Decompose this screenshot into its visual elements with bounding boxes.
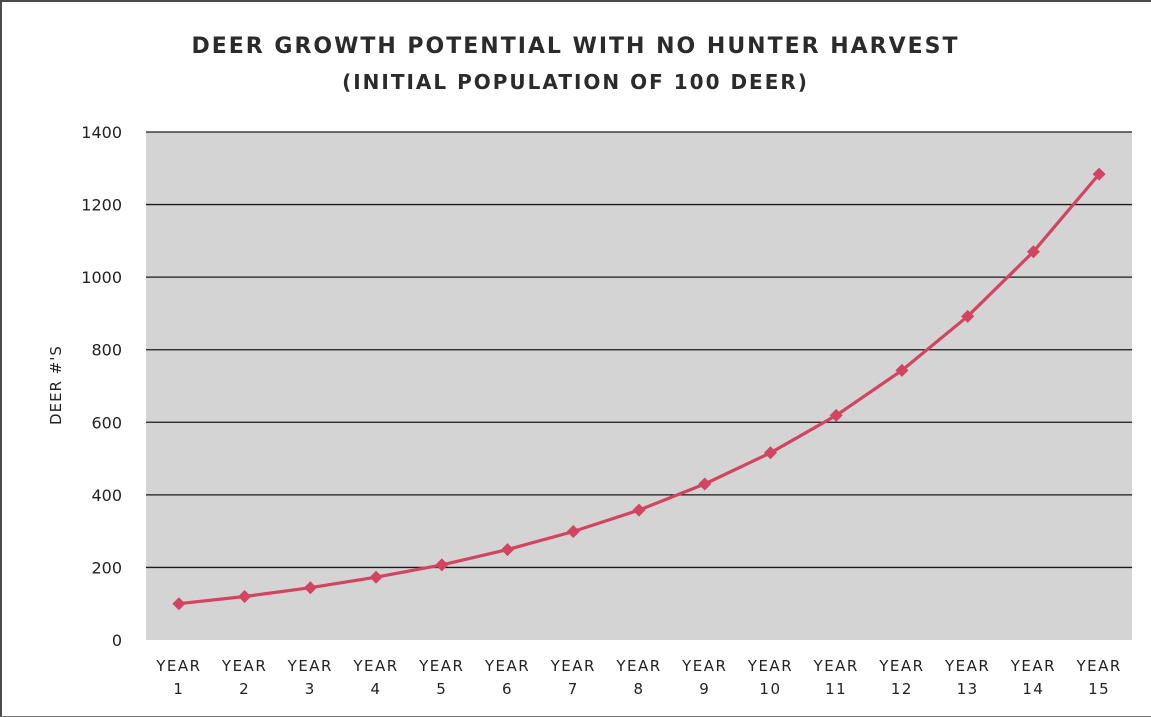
y-tick-label: 200 bbox=[91, 558, 122, 577]
data-point-marker bbox=[763, 446, 777, 460]
y-tick-label: 600 bbox=[91, 413, 122, 432]
x-tick-label: YEAR 14 bbox=[1010, 657, 1056, 698]
x-tick-label: YEAR 11 bbox=[813, 657, 859, 698]
data-point-marker bbox=[501, 543, 515, 557]
data-point-marker bbox=[829, 408, 843, 422]
data-point-marker bbox=[435, 558, 449, 572]
data-point-marker bbox=[961, 309, 975, 323]
y-tick-label: 400 bbox=[91, 486, 122, 505]
x-tick-label: YEAR 13 bbox=[944, 657, 990, 698]
data-point-marker bbox=[303, 581, 317, 595]
x-tick-label: YEAR 5 bbox=[418, 657, 464, 698]
x-axis-ticks: YEAR 1 YEAR 2 YEAR 3 YEAR 4 YEAR 5 YEAR 6 YEAR 7 YEAR 8… bbox=[155, 657, 1121, 698]
data-point-marker bbox=[238, 589, 252, 603]
series-markers bbox=[172, 167, 1106, 611]
data-point-marker bbox=[566, 525, 580, 539]
x-tick-label: YEAR 12 bbox=[878, 657, 924, 698]
x-tick-label: YEAR 10 bbox=[747, 657, 793, 698]
data-point-marker bbox=[369, 570, 383, 584]
data-point-marker bbox=[1092, 167, 1106, 181]
data-point-marker bbox=[172, 597, 186, 611]
y-axis-ticks: 0 200 400 600 800 1000 1200 1400 bbox=[81, 123, 122, 650]
y-tick-label: 0 bbox=[112, 631, 122, 650]
x-tick-label: YEAR 8 bbox=[615, 657, 661, 698]
data-point-marker bbox=[632, 503, 646, 517]
x-tick-label: YEAR 3 bbox=[287, 657, 333, 698]
chart-subtitle: (INITIAL POPULATION OF 100 DEER) bbox=[342, 70, 809, 94]
x-tick-label: YEAR 15 bbox=[1075, 657, 1121, 698]
data-point-marker bbox=[1026, 245, 1040, 259]
y-tick-label: 1200 bbox=[81, 196, 122, 215]
chart-title: DEER GROWTH POTENTIAL WITH NO HUNTER HAR… bbox=[191, 34, 960, 59]
x-tick-label: YEAR 9 bbox=[681, 657, 727, 698]
data-point-marker bbox=[698, 477, 712, 491]
y-axis-label: DEER #'S bbox=[47, 345, 65, 425]
x-tick-label: YEAR 1 bbox=[155, 657, 201, 698]
plot-area bbox=[146, 132, 1132, 640]
x-tick-label: YEAR 6 bbox=[484, 657, 530, 698]
gridlines bbox=[146, 131, 1132, 569]
y-tick-label: 1000 bbox=[81, 268, 122, 287]
data-point-marker bbox=[895, 363, 909, 377]
x-tick-label: YEAR 7 bbox=[550, 657, 596, 698]
x-tick-label: YEAR 2 bbox=[221, 657, 267, 698]
y-tick-label: 800 bbox=[91, 341, 122, 360]
y-tick-label: 1400 bbox=[81, 123, 122, 142]
x-tick-label: YEAR 4 bbox=[352, 657, 398, 698]
